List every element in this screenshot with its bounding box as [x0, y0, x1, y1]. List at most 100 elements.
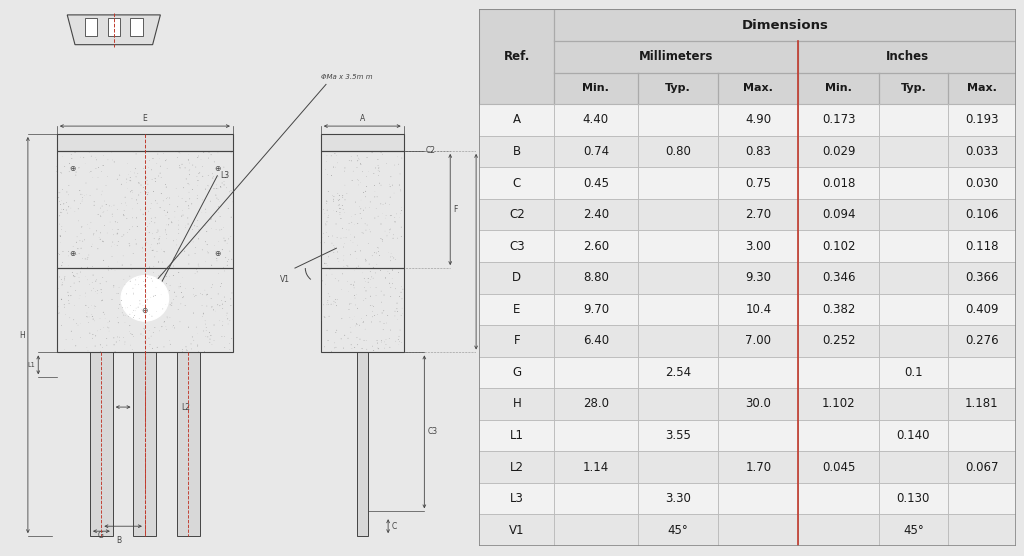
Bar: [879, 294, 947, 325]
Bar: [718, 167, 799, 199]
Point: [373, 220, 389, 229]
Point: [127, 164, 143, 173]
Point: [355, 317, 372, 326]
Point: [345, 315, 361, 324]
Point: [376, 306, 392, 315]
Point: [328, 328, 344, 337]
Point: [88, 226, 104, 235]
Text: E: E: [142, 114, 147, 123]
Point: [128, 240, 144, 249]
Point: [389, 152, 406, 161]
Point: [110, 313, 126, 322]
Point: [128, 304, 144, 312]
Point: [221, 247, 238, 256]
Point: [377, 198, 393, 207]
Point: [57, 310, 74, 319]
Point: [319, 336, 336, 345]
Point: [195, 162, 211, 171]
Point: [81, 251, 97, 260]
Point: [170, 221, 186, 230]
Point: [85, 230, 101, 239]
Bar: [554, 325, 638, 356]
Point: [154, 322, 170, 331]
Bar: [638, 262, 718, 294]
Point: [146, 323, 163, 332]
Point: [101, 201, 118, 210]
Point: [56, 272, 73, 281]
Point: [95, 237, 112, 246]
Point: [331, 191, 347, 200]
Point: [367, 269, 383, 277]
Point: [337, 208, 353, 217]
Point: [386, 161, 402, 170]
Point: [124, 309, 140, 317]
Bar: [947, 136, 1016, 167]
Point: [210, 185, 226, 193]
Point: [130, 273, 146, 282]
Point: [219, 314, 236, 323]
Point: [92, 212, 109, 221]
Point: [210, 195, 226, 204]
Point: [164, 219, 180, 227]
Point: [123, 187, 139, 196]
Point: [367, 214, 383, 222]
Point: [118, 201, 134, 210]
Bar: [554, 199, 638, 230]
Point: [94, 237, 111, 246]
Point: [159, 164, 175, 173]
Point: [318, 157, 335, 166]
Point: [345, 281, 361, 290]
Point: [145, 292, 162, 301]
Point: [334, 224, 350, 233]
Point: [375, 237, 391, 246]
Text: 0.409: 0.409: [965, 303, 998, 316]
Bar: [479, 230, 554, 262]
Point: [372, 251, 388, 260]
Point: [199, 290, 215, 299]
Point: [108, 217, 124, 226]
Point: [346, 220, 362, 229]
Point: [88, 164, 104, 173]
Point: [393, 223, 410, 232]
Bar: [799, 136, 879, 167]
Bar: [479, 9, 554, 104]
Point: [105, 230, 122, 239]
Point: [205, 305, 221, 314]
Point: [92, 203, 109, 212]
Point: [157, 269, 173, 278]
Point: [328, 220, 344, 229]
Point: [349, 151, 366, 160]
Point: [216, 266, 232, 275]
Bar: [947, 167, 1016, 199]
Point: [153, 348, 169, 357]
Point: [391, 292, 408, 301]
Point: [136, 325, 153, 334]
Point: [321, 147, 337, 156]
Point: [160, 207, 176, 216]
Point: [175, 292, 191, 301]
Point: [221, 339, 238, 348]
Point: [142, 243, 159, 252]
Point: [346, 266, 362, 275]
Point: [212, 301, 228, 310]
Point: [355, 206, 372, 215]
Point: [349, 156, 366, 165]
Point: [124, 330, 140, 339]
Bar: [57, 268, 232, 353]
Point: [125, 147, 141, 156]
Point: [392, 185, 409, 194]
Point: [152, 232, 168, 241]
Point: [364, 301, 380, 310]
Point: [198, 323, 214, 332]
Point: [374, 309, 390, 317]
Point: [187, 162, 204, 171]
Point: [68, 286, 84, 295]
Point: [314, 232, 331, 241]
Point: [316, 312, 333, 321]
Bar: [947, 356, 1016, 388]
Point: [146, 252, 163, 261]
Point: [105, 334, 122, 342]
Point: [117, 304, 133, 312]
Point: [175, 211, 191, 220]
Point: [221, 345, 238, 354]
